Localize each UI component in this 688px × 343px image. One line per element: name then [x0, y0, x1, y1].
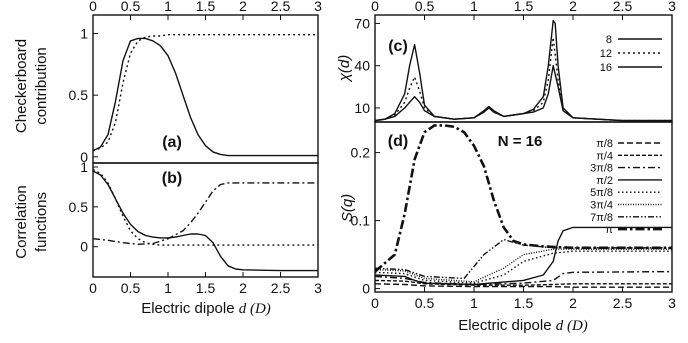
legend-c-label: 16 — [600, 62, 612, 74]
panel-d-xtick-bottom-label: 0.5 — [415, 295, 435, 311]
panel-a-ytick-label: 0 — [80, 149, 88, 165]
panel-d-xtick-bottom-label: 1 — [470, 295, 478, 311]
panel-b-xtick-bottom-label: 2 — [239, 280, 247, 296]
legend-d-label: π/8 — [596, 138, 613, 150]
panel-d-xtick-bottom-label: 2.5 — [613, 295, 633, 311]
panel-c-xtick-top-label: 3 — [668, 0, 676, 14]
panel-c-xtick-top-label: 1.5 — [514, 0, 534, 14]
panel-b-label: (b) — [162, 170, 182, 187]
panel-d-series-1 — [374, 279, 672, 286]
panel-d-ytick-label: 0.2 — [351, 145, 371, 161]
panel-a-xtick-top-label: 2.5 — [271, 0, 291, 14]
panel-a-series-1 — [92, 34, 318, 152]
panel-a-xtick-top-label: 1 — [164, 0, 172, 14]
panel-d-label: (d) — [388, 133, 408, 150]
panel-a-label: (a) — [162, 134, 182, 151]
panel-a-series-0 — [92, 37, 318, 157]
panel-d-xtick-bottom-label: 0 — [371, 295, 379, 311]
panel-b-xtick-bottom-label: 3 — [314, 280, 322, 296]
legend-d-label: 5π/8 — [590, 187, 613, 199]
panel-b-ytick-label: 1 — [80, 159, 88, 175]
legend-c-label: 12 — [600, 48, 612, 60]
panel-b-series-1 — [92, 168, 318, 246]
legend-d-label: π — [605, 224, 613, 236]
panel-d-ytick-label: 0.1 — [351, 213, 371, 229]
panel-c-xtick-top-label: 2 — [569, 0, 577, 14]
panel-b-series-0 — [92, 170, 318, 272]
panel-a-xtick-top-label: 0 — [89, 0, 97, 14]
panel-d-series-0 — [374, 283, 672, 288]
panel-a-xtick-top-label: 3 — [314, 0, 322, 14]
panel-b-ytick-label: 0 — [80, 239, 88, 255]
legend-d-label: π/2 — [596, 175, 613, 187]
panel-d-series-3 — [374, 226, 672, 286]
panel-a-ytick-label: 0.5 — [69, 87, 89, 103]
panel-c-ytick-label: 10 — [354, 100, 370, 116]
panel-c-xtick-top-label: 1 — [470, 0, 478, 14]
panel-a-xtick-top-label: 0.5 — [121, 0, 141, 14]
panel-c-label: (c) — [388, 38, 408, 55]
legend-d-label: 3π/8 — [590, 163, 613, 175]
panel-b-xtick-bottom-label: 0 — [89, 280, 97, 296]
legend-d-label: 7π/8 — [590, 212, 613, 224]
panel-d-xtick-bottom-label: 3 — [668, 295, 676, 311]
panel-d-ytick-label: 0 — [362, 281, 370, 297]
panel-c-xtick-top-label: 0 — [371, 0, 379, 14]
legend-d-label: π/4 — [596, 150, 613, 162]
panel-c-ytick-label: 40 — [354, 58, 370, 74]
legend-d-label: 3π/4 — [590, 200, 613, 212]
panel-c-xtick-top-label: 2.5 — [613, 0, 633, 14]
panel-c-ytick-label: 70 — [354, 15, 370, 31]
panel-d-xtick-bottom-label: 2 — [569, 295, 577, 311]
panel-c-xtick-top-label: 0.5 — [415, 0, 435, 14]
panel-b-ylabel: Correlation — [13, 185, 30, 258]
panel-b-ytick-label: 0.5 — [69, 199, 89, 215]
panel-a-ylabel: contribution — [33, 47, 50, 125]
legend-c-label: 8 — [606, 34, 612, 46]
panel-b-ylabel: functions — [33, 192, 50, 252]
panel-a-frame — [92, 14, 319, 164]
panel-c-series-1 — [374, 36, 672, 122]
panel-d-xtick-bottom-label: 1.5 — [514, 295, 534, 311]
panel-a-xtick-top-label: 1.5 — [196, 0, 216, 14]
panel-b-xlabel: Electric dipole d (D) — [141, 300, 271, 317]
panel-d-series-5 — [374, 248, 672, 283]
panel-a-ylabel: Checkerboard — [13, 39, 30, 133]
panel-c-ylabel: χ(d) — [336, 55, 353, 84]
panel-a-xtick-top-label: 2 — [239, 0, 247, 14]
panel-b-xtick-bottom-label: 1.5 — [196, 280, 216, 296]
panel-b-xtick-bottom-label: 2.5 — [271, 280, 291, 296]
panel-a-ytick-label: 1 — [80, 26, 88, 42]
panel-d-series-4 — [374, 250, 672, 284]
panel-c-series-2 — [374, 19, 672, 122]
panel-b-xtick-bottom-label: 0.5 — [121, 280, 141, 296]
panel-d-xlabel: Electric dipole d (D) — [458, 317, 588, 334]
panel-b-xtick-bottom-label: 1 — [164, 280, 172, 296]
panel-b-series-2 — [92, 182, 318, 245]
panel-d-annotation: N = 16 — [498, 133, 543, 150]
panel-d-ylabel: S(q) — [339, 194, 356, 222]
panel-c-series-0 — [374, 65, 672, 122]
